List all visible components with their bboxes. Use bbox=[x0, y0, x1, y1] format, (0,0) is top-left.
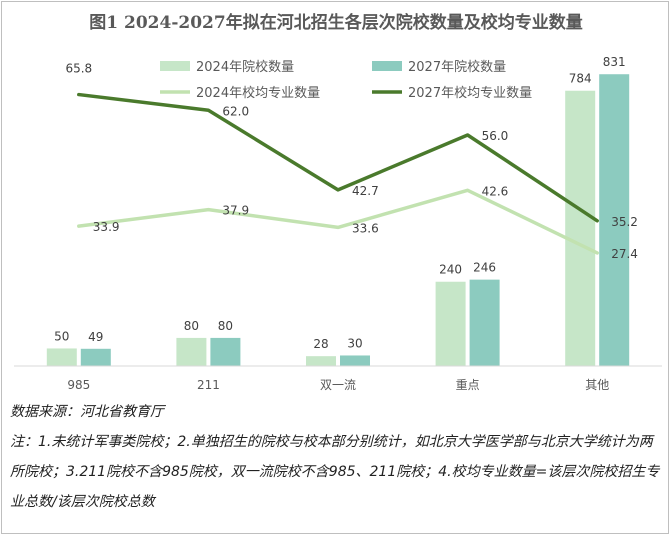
x-tick-0: 985 bbox=[67, 378, 90, 392]
bar-label-2024-3: 240 bbox=[439, 263, 462, 277]
x-tick-labels: 985 211 双一流 重点 其他 bbox=[67, 378, 609, 392]
legend-label-3: 2027年校均专业数量 bbox=[408, 85, 532, 101]
bar-2024-1 bbox=[176, 337, 207, 366]
bar-label-2027-2: 30 bbox=[347, 336, 362, 350]
line-label-2024-4: 27.4 bbox=[611, 247, 638, 261]
bar-2027-0 bbox=[80, 348, 111, 366]
bar-label-2024-2: 28 bbox=[313, 337, 328, 351]
line-label-2027-3: 56.0 bbox=[482, 129, 509, 143]
bar-label-2027-0: 49 bbox=[88, 330, 103, 344]
bar-label-2024-1: 80 bbox=[184, 319, 199, 333]
legend-label-0: 2024年院校数量 bbox=[196, 59, 294, 75]
line-label-2024-3: 42.6 bbox=[482, 184, 509, 198]
line-label-2027-4: 35.2 bbox=[611, 215, 638, 229]
source-note: 数据来源：河北省教育厅 bbox=[10, 404, 164, 420]
bar-2024-4 bbox=[565, 90, 596, 367]
legend-swatch-1 bbox=[372, 61, 402, 71]
line-label-2024-2: 33.6 bbox=[352, 221, 379, 235]
line-label-2027-0: 65.8 bbox=[65, 62, 92, 76]
bar-label-2027-3: 246 bbox=[473, 261, 496, 275]
legend-swatch-0 bbox=[160, 61, 190, 71]
x-tick-3: 重点 bbox=[456, 378, 480, 392]
bar-2027-4 bbox=[599, 74, 630, 366]
bar-label-2024-4: 784 bbox=[569, 72, 592, 86]
line-label-2024-0: 33.9 bbox=[93, 220, 120, 234]
bar-label-2027-1: 80 bbox=[218, 319, 233, 333]
legend-label-1: 2027年院校数量 bbox=[408, 59, 506, 75]
x-tick-1: 211 bbox=[197, 378, 220, 392]
bar-2024-3 bbox=[435, 281, 466, 366]
combo-chart: 2024年院校数量 2027年院校数量 2024年校均专业数量 2027年校均专业数量… bbox=[14, 55, 662, 392]
line-label-2024-1: 37.9 bbox=[222, 204, 249, 218]
chart-title: 图1 2024-2027年拟在河北招生各层次院校数量及校均专业数量 bbox=[89, 13, 583, 33]
bar-2027-3 bbox=[469, 279, 500, 366]
footnote: 注：1.未统计军事类院校；2.单独招生的院校与校本部分别统计，如北京大学医学部与… bbox=[10, 434, 660, 510]
line-2027 bbox=[77, 92, 599, 223]
bar-2027-1 bbox=[210, 337, 241, 366]
bar-layer: 50 80 28 240 784 49 80 30 246 831 bbox=[46, 55, 630, 367]
bar-2027-2 bbox=[340, 355, 370, 366]
line-2024 bbox=[77, 188, 599, 255]
line-label-2027-2: 42.7 bbox=[352, 184, 379, 198]
x-tick-4: 其他 bbox=[585, 378, 609, 392]
bar-label-2027-4: 831 bbox=[603, 55, 626, 69]
bar-2024-0 bbox=[46, 348, 77, 366]
x-tick-2: 双一流 bbox=[320, 378, 356, 392]
bar-label-2024-0: 50 bbox=[54, 329, 69, 343]
line-layer: 33.9 37.9 33.6 42.6 27.4 65.8 62.0 42.7 56.0 35.2 bbox=[65, 62, 637, 261]
bar-2024-2 bbox=[306, 356, 336, 366]
legend-label-2: 2024年校均专业数量 bbox=[196, 85, 320, 101]
legend: 2024年院校数量 2027年院校数量 2024年校均专业数量 2027年校均专业数量 bbox=[160, 59, 532, 101]
line-label-2027-1: 62.0 bbox=[222, 104, 249, 118]
